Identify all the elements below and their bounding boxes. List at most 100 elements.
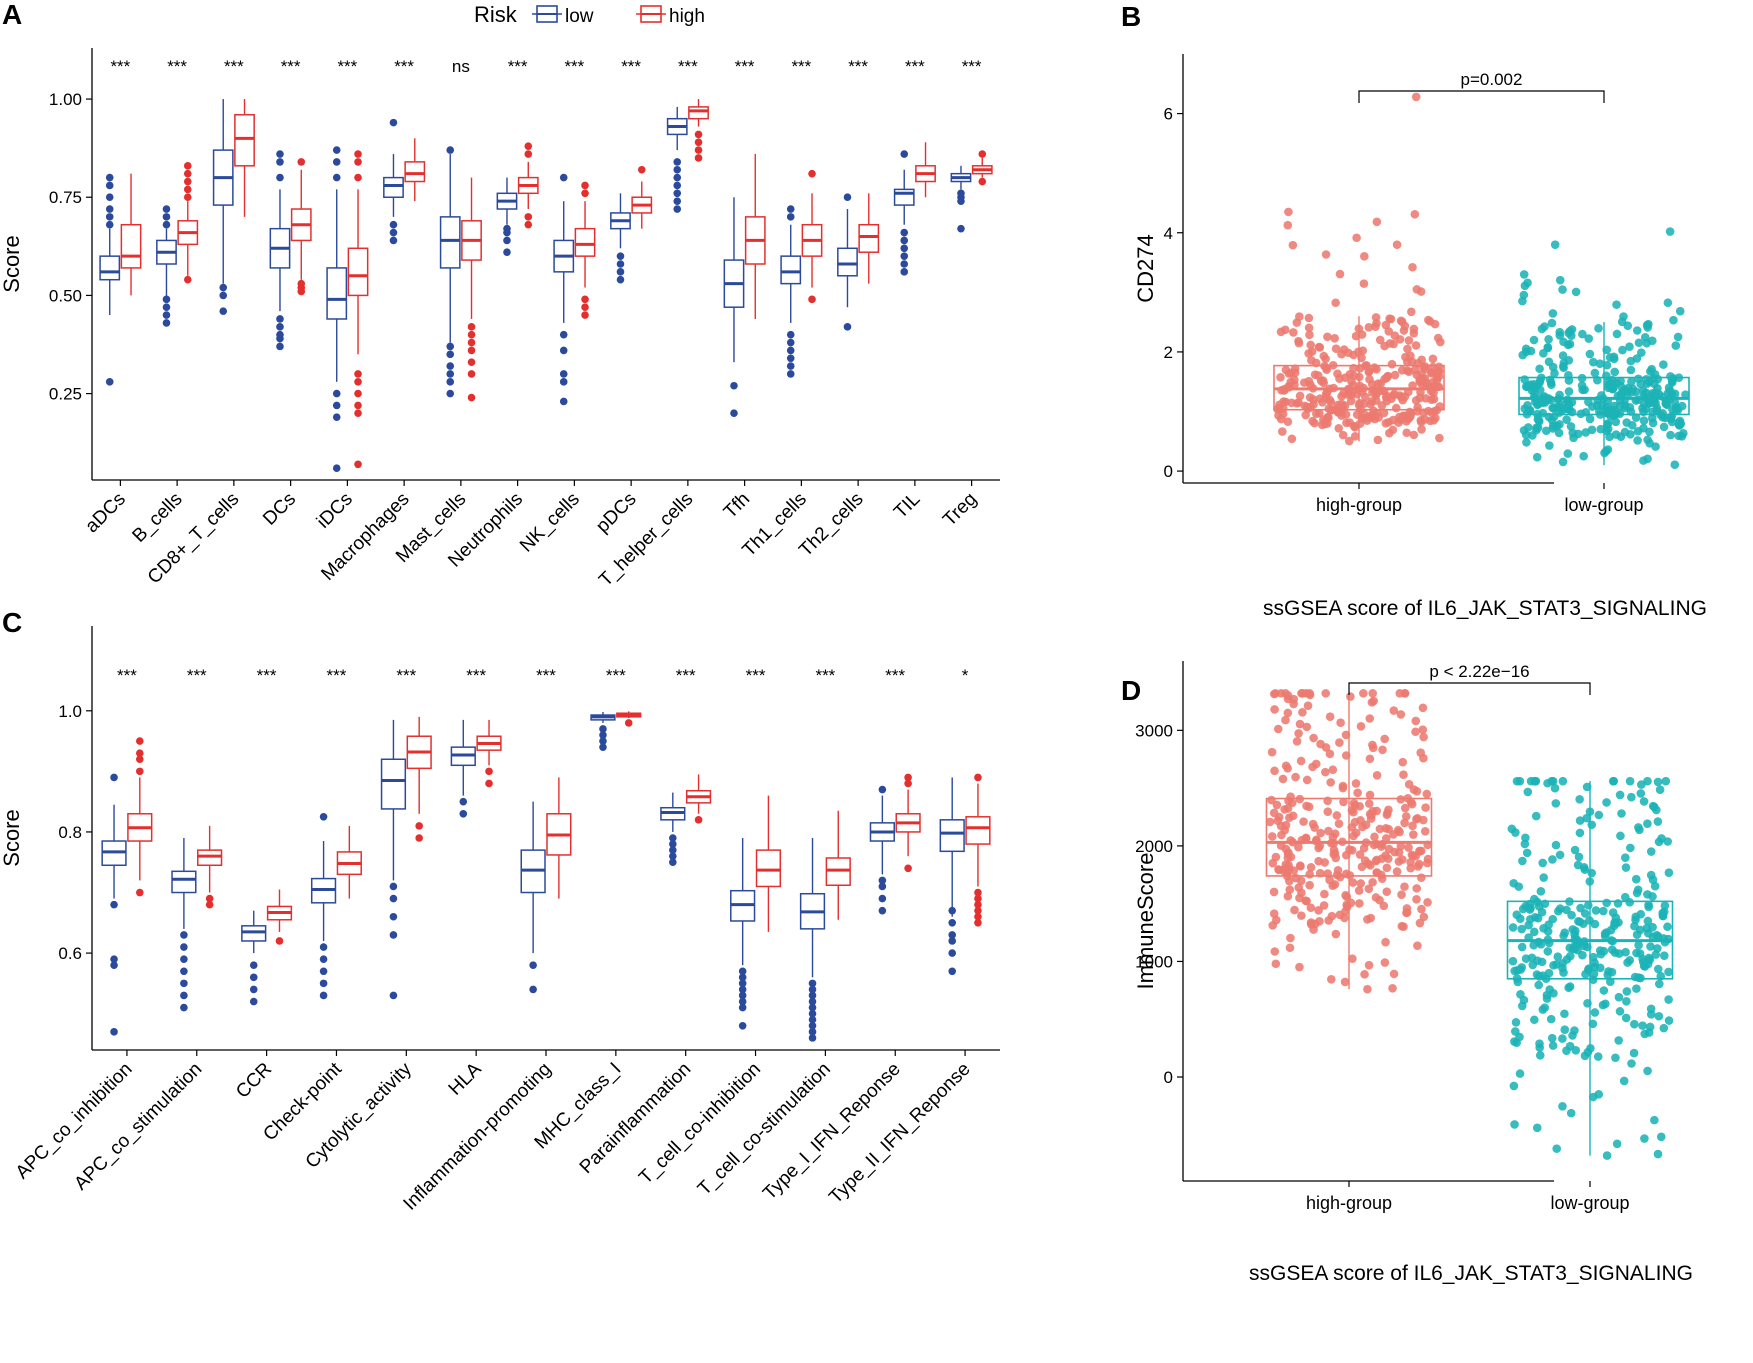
- data-point: [1642, 374, 1651, 384]
- outlier-point: [581, 311, 589, 319]
- data-point: [1363, 984, 1372, 994]
- outlier-point: [354, 401, 362, 410]
- data-point: [1411, 341, 1421, 350]
- significance-label: ***: [337, 57, 357, 76]
- data-point: [1625, 956, 1635, 965]
- outlier-point: [616, 275, 625, 284]
- data-point: [1315, 868, 1325, 878]
- data-point: [1400, 689, 1410, 698]
- data-point: [1653, 944, 1662, 953]
- outlier-point: [808, 1028, 817, 1036]
- data-point: [1356, 816, 1365, 825]
- box-body: [939, 819, 965, 853]
- data-point: [1408, 821, 1417, 831]
- data-point: [1286, 792, 1295, 801]
- outlier-point: [162, 303, 171, 312]
- outlier-point: [249, 973, 258, 982]
- outlier-point: [219, 307, 228, 315]
- data-point: [1286, 933, 1295, 943]
- data-point: [1639, 416, 1649, 425]
- data-point: [1540, 322, 1549, 331]
- data-point: [1295, 861, 1305, 871]
- outlier-point: [673, 189, 682, 198]
- outlier-point: [694, 146, 703, 154]
- data-point: [1644, 953, 1654, 963]
- outlier-point: [808, 1034, 817, 1042]
- data-point: [1639, 423, 1648, 433]
- outlier-point: [738, 973, 747, 982]
- outlier-point: [559, 370, 568, 378]
- outlier-point: [878, 882, 887, 891]
- outlier-point: [110, 900, 118, 909]
- outlier-point: [616, 260, 625, 268]
- data-point: [1522, 438, 1531, 447]
- significance-label: ***: [815, 666, 835, 685]
- data-point: [1396, 710, 1406, 719]
- outlier-point: [503, 236, 511, 245]
- data-point: [1305, 330, 1314, 340]
- data-point: [1518, 856, 1527, 866]
- data-point: [1308, 819, 1318, 829]
- data-point: [1659, 360, 1668, 369]
- outlier-point: [219, 291, 228, 300]
- data-point: [1626, 365, 1636, 375]
- data-point: [1548, 776, 1558, 786]
- outlier-point: [738, 1021, 747, 1030]
- data-point: [1540, 899, 1550, 909]
- group-high-group: high-group: [1273, 92, 1445, 515]
- box-body: [326, 267, 348, 320]
- data-point: [1330, 829, 1340, 839]
- significance-label: ***: [167, 57, 187, 76]
- data-point: [1653, 1149, 1663, 1159]
- data-point: [1555, 904, 1565, 913]
- outlier-point: [276, 158, 284, 166]
- data-point: [1384, 805, 1393, 815]
- data-point: [1601, 999, 1610, 1009]
- box-low: [780, 205, 802, 378]
- outlier-point: [105, 181, 114, 190]
- data-point: [1595, 359, 1605, 368]
- outlier-point: [389, 882, 398, 891]
- outlier-point: [354, 150, 362, 158]
- panel-label-C: C: [2, 607, 22, 638]
- data-point: [1653, 817, 1663, 826]
- data-point: [1527, 953, 1537, 963]
- data-point: [1300, 401, 1310, 411]
- data-point: [1544, 968, 1554, 978]
- data-point: [1614, 992, 1624, 1002]
- data-point: [1276, 689, 1286, 698]
- data-point: [1364, 960, 1374, 970]
- outlier-point: [354, 158, 362, 166]
- data-point: [1368, 877, 1377, 887]
- data-point: [1566, 422, 1576, 431]
- significance-label: ***: [508, 57, 528, 76]
- significance-label: ***: [905, 57, 925, 76]
- data-point: [1324, 826, 1333, 836]
- data-point: [1607, 945, 1617, 954]
- p-value-label: p < 2.22e−16: [1429, 662, 1529, 681]
- data-point: [1345, 418, 1354, 427]
- outlier-point: [974, 773, 982, 782]
- data-point: [1280, 325, 1290, 335]
- outlier-point: [135, 767, 144, 776]
- outlier-point: [974, 888, 982, 897]
- data-point: [1536, 373, 1546, 383]
- data-point: [1307, 347, 1317, 356]
- data-point: [1291, 772, 1300, 782]
- data-point: [1319, 901, 1329, 910]
- data-point: [1534, 980, 1544, 990]
- outlier-point: [332, 158, 341, 166]
- data-point: [1314, 342, 1324, 352]
- outlier-point: [948, 937, 957, 945]
- box-high: [234, 99, 255, 217]
- data-point: [1276, 373, 1285, 382]
- outlier-point: [446, 370, 455, 378]
- data-point: [1368, 689, 1378, 698]
- category-Treg: Treg ***: [939, 57, 993, 531]
- data-point: [1666, 372, 1675, 381]
- data-point: [1304, 376, 1314, 386]
- data-point: [1522, 848, 1532, 858]
- significance-label: ***: [117, 666, 137, 685]
- data-point: [1404, 843, 1413, 852]
